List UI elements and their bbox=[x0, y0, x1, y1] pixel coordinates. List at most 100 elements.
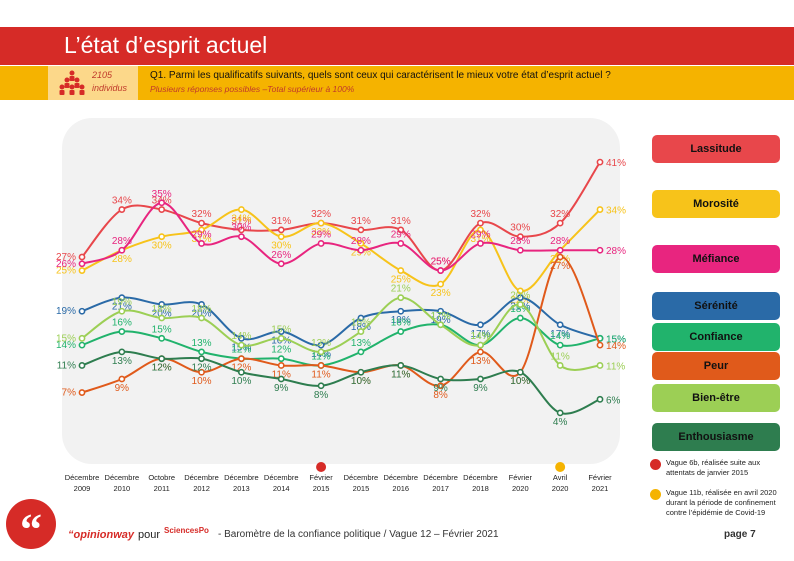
data-point bbox=[516, 301, 524, 308]
data-point bbox=[158, 355, 166, 363]
data-point bbox=[437, 382, 445, 390]
x-tick-label: 2017 bbox=[432, 484, 449, 493]
x-tick-label: 2010 bbox=[114, 484, 131, 493]
data-point bbox=[397, 267, 405, 274]
data-label: 29% bbox=[470, 229, 490, 240]
data-label: 34% bbox=[112, 196, 132, 207]
x-tick-label: 2009 bbox=[74, 484, 91, 493]
data-label: 18% bbox=[351, 322, 371, 333]
data-point bbox=[198, 368, 205, 376]
data-label: 20% bbox=[510, 290, 530, 301]
data-point bbox=[477, 226, 484, 234]
data-point bbox=[158, 199, 166, 207]
data-label: 18% bbox=[510, 304, 530, 315]
data-point bbox=[158, 301, 166, 308]
x-tick-label: Février bbox=[509, 473, 533, 482]
data-point bbox=[516, 368, 524, 376]
data-label: 12% bbox=[152, 363, 172, 374]
data-label: 17% bbox=[431, 311, 451, 322]
data-point bbox=[397, 362, 405, 369]
data-label: 28% bbox=[112, 254, 132, 265]
data-point bbox=[277, 233, 285, 241]
data-label: 28% bbox=[510, 236, 530, 247]
data-point bbox=[237, 226, 245, 234]
partner-logo: SciencesPo bbox=[164, 526, 209, 535]
data-label: 31% bbox=[192, 234, 212, 245]
data-label: 41% bbox=[606, 158, 626, 169]
data-label: 19% bbox=[431, 315, 451, 326]
sample-box: 2105 individus bbox=[48, 66, 138, 100]
data-label: 10% bbox=[351, 376, 371, 387]
legend-item-enthousiasme: Enthousiasme bbox=[652, 423, 780, 451]
data-label: 26% bbox=[271, 250, 291, 261]
data-point bbox=[277, 328, 285, 335]
data-point bbox=[516, 287, 524, 295]
question-bar: 2105 individus Q1. Parmi les qualificati… bbox=[0, 66, 794, 100]
x-tick-label: 2020 bbox=[512, 484, 529, 493]
data-point bbox=[556, 362, 564, 369]
data-point bbox=[596, 246, 604, 254]
note-attentats: Vague 6b, réalisée suite aux attentats d… bbox=[650, 458, 790, 478]
data-point bbox=[78, 307, 86, 315]
data-point bbox=[198, 226, 205, 234]
x-tick-label: Février bbox=[309, 473, 333, 482]
data-point bbox=[357, 348, 365, 356]
data-label: 15% bbox=[152, 324, 172, 335]
data-label: 21% bbox=[391, 284, 411, 295]
data-label: 12% bbox=[152, 363, 172, 374]
data-label: 30% bbox=[231, 223, 251, 234]
data-label: 20% bbox=[152, 308, 172, 319]
data-label: 14% bbox=[470, 331, 490, 342]
data-label: 25% bbox=[431, 257, 451, 268]
data-point bbox=[198, 355, 205, 363]
question-text: Q1. Parmi les qualificatifs suivants, qu… bbox=[150, 70, 611, 81]
data-label: 34% bbox=[606, 206, 626, 217]
wave-marker-icon bbox=[555, 462, 566, 472]
sample-size: 2105 bbox=[92, 70, 113, 80]
data-point bbox=[357, 246, 365, 254]
data-point bbox=[357, 328, 365, 335]
x-tick-label: 2012 bbox=[193, 484, 210, 493]
data-label: 10% bbox=[231, 376, 251, 387]
legend-item-peur: Peur bbox=[652, 352, 780, 380]
data-label: 31% bbox=[231, 216, 251, 227]
data-point bbox=[596, 341, 604, 349]
data-point bbox=[78, 334, 86, 342]
data-point bbox=[277, 362, 285, 369]
data-point bbox=[397, 328, 405, 335]
data-point bbox=[118, 307, 126, 315]
data-point bbox=[317, 382, 325, 390]
legend-item-lassitude: Lassitude bbox=[652, 135, 780, 163]
data-label: 16% bbox=[391, 318, 411, 329]
data-point bbox=[237, 341, 245, 349]
data-point bbox=[357, 226, 365, 234]
data-label: 8% bbox=[433, 390, 448, 401]
data-point bbox=[198, 240, 205, 247]
data-point bbox=[556, 246, 564, 254]
wave-marker-icon bbox=[316, 462, 327, 472]
data-label: 13% bbox=[351, 338, 371, 349]
data-label: 31% bbox=[391, 216, 411, 227]
x-tick-label: 2015 bbox=[353, 484, 370, 493]
data-label: 32% bbox=[470, 209, 490, 220]
data-point bbox=[118, 348, 126, 356]
legend-item-morosité: Morosité bbox=[652, 190, 780, 218]
data-point bbox=[516, 233, 524, 241]
data-point bbox=[556, 253, 564, 261]
data-point bbox=[477, 219, 484, 227]
line-chart: Décembre 2009 Décembre 2010 Octobre 2011 Décem… bbox=[56, 158, 626, 493]
data-label: 17% bbox=[470, 329, 490, 340]
data-label: 31% bbox=[470, 234, 490, 245]
data-label: 25% bbox=[56, 266, 76, 277]
data-point bbox=[277, 226, 285, 234]
data-point bbox=[596, 206, 604, 213]
data-label: 10% bbox=[510, 376, 530, 387]
data-label: 19% bbox=[112, 297, 132, 308]
data-label: 28% bbox=[606, 246, 626, 257]
x-tick-label: Décembre bbox=[105, 473, 140, 482]
data-label: 28% bbox=[550, 236, 570, 247]
series-line-lassitude bbox=[81, 161, 601, 272]
brand-logo: “opinionway bbox=[68, 529, 134, 541]
data-point bbox=[237, 233, 245, 241]
data-point bbox=[78, 253, 86, 261]
